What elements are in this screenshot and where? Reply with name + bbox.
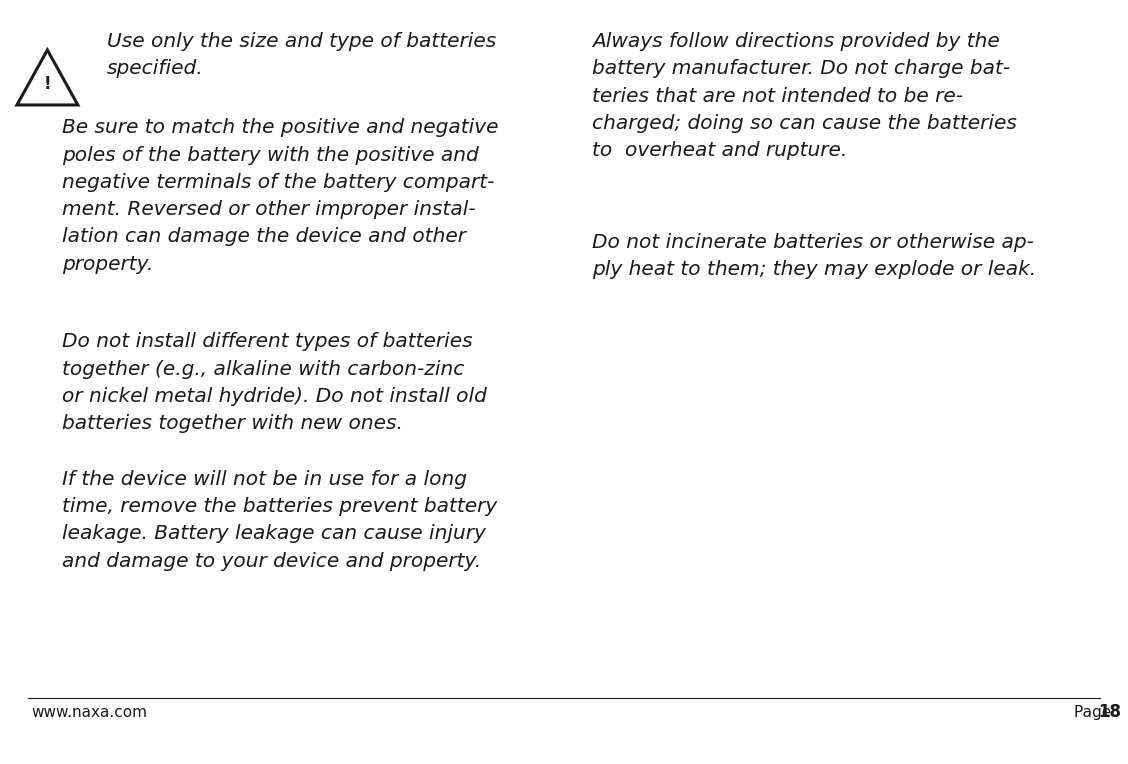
Text: Use only the size and type of batteries
specified.: Use only the size and type of batteries … [107,32,496,79]
Text: !: ! [44,75,51,93]
Text: Be sure to match the positive and negative
poles of the battery with the positiv: Be sure to match the positive and negati… [62,118,499,274]
Text: Always follow directions provided by the
battery manufacturer. Do not charge bat: Always follow directions provided by the… [592,32,1017,160]
Text: Do not install different types of batteries
together (e.g., alkaline with carbon: Do not install different types of batter… [62,332,487,433]
Text: If the device will not be in use for a long
time, remove the batteries prevent b: If the device will not be in use for a l… [62,470,497,571]
Text: www.naxa.com: www.naxa.com [32,704,148,720]
Text: Do not incinerate batteries or otherwise ap-
ply heat to them; they may explode : Do not incinerate batteries or otherwise… [592,233,1037,280]
Text: Page: Page [1074,704,1116,720]
Text: 18: 18 [1099,703,1121,721]
